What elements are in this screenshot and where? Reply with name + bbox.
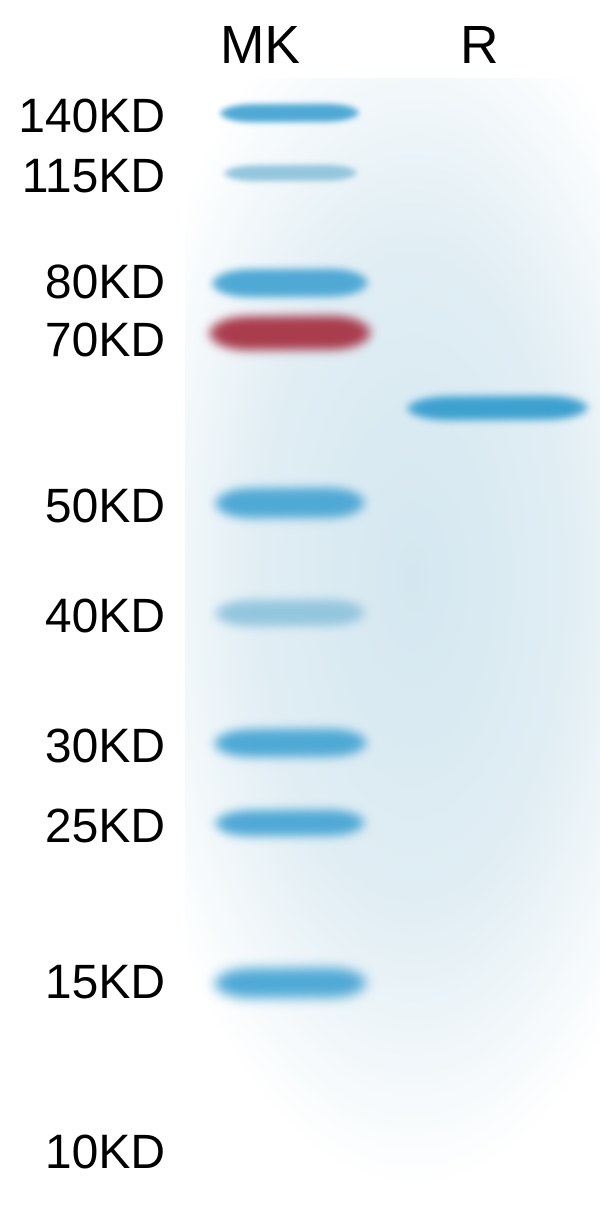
band-marker-3 [209, 316, 371, 351]
mw-label-40kd: 40KD [45, 589, 165, 644]
band-marker-0 [220, 104, 359, 123]
band-marker-8 [213, 968, 366, 999]
lane-header-sample: R [460, 15, 499, 76]
mw-label-70kd: 70KD [45, 313, 165, 368]
gel-figure: MK R 140KD115KD 80KD70KD 50KD 40KD 30KD 25KD 1… [0, 0, 600, 1213]
mw-label-30kd: 30KD [45, 719, 165, 774]
gel-background [185, 78, 600, 1188]
mw-label-15kd: 15KD [45, 955, 165, 1010]
band-marker-1 [224, 165, 357, 182]
band-marker-2 [212, 269, 369, 298]
band-marker-5 [215, 600, 365, 627]
band-marker-6 [213, 729, 366, 758]
band-marker-7 [215, 810, 365, 837]
band-marker-4 [215, 488, 365, 519]
lane-header-marker: MK [220, 15, 300, 76]
band-sample-0 [407, 396, 588, 421]
mw-label-10kd: 10KD [45, 1125, 165, 1180]
mw-label-50kd: 50KD [45, 479, 165, 534]
mw-label-140kd: 140KD [18, 89, 165, 144]
mw-label-25kd: 25KD [45, 799, 165, 854]
mw-label-115kd: 115KD [22, 149, 165, 204]
mw-label-80kd: 80KD [45, 255, 165, 310]
